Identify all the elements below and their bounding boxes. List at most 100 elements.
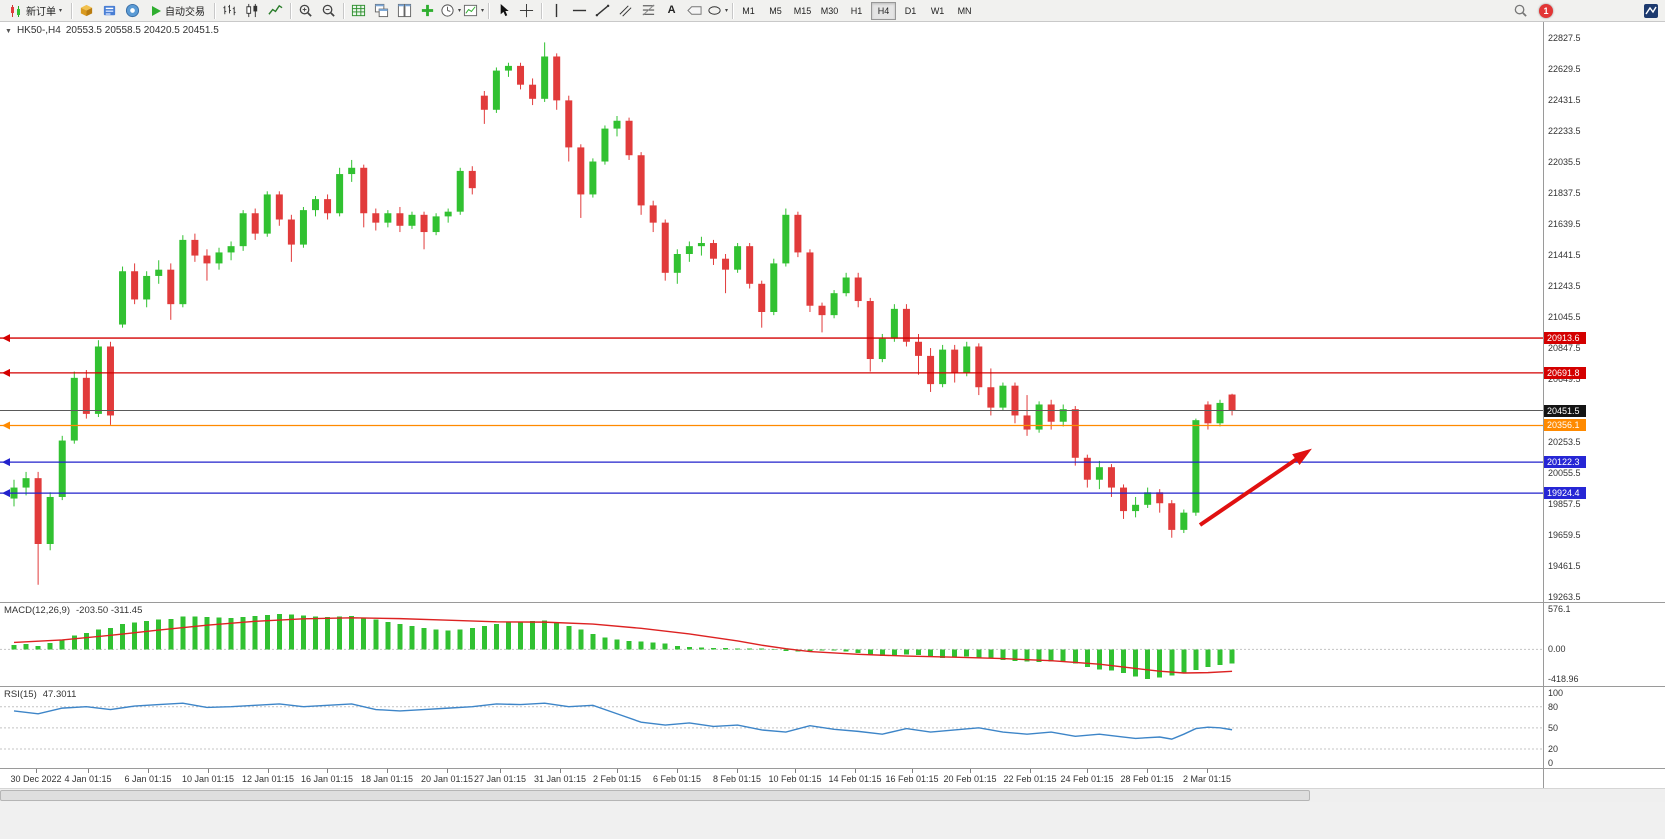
add-indicator-button[interactable] <box>416 1 439 21</box>
price-axis[interactable]: 22827.5 22629.5 22431.5 22233.5 22035.5 21837… <box>1543 22 1665 602</box>
timeframe-m15[interactable]: M15 <box>790 2 815 20</box>
ohlc-values: 20553.5 20558.5 20420.5 20451.5 <box>65 25 219 36</box>
vertical-line-button[interactable] <box>545 1 568 21</box>
price-axis-label: 19857.5 <box>1548 498 1581 509</box>
price-line-badge: 20913.6 <box>1544 332 1586 345</box>
time-axis-tick <box>36 769 37 773</box>
notification-badge[interactable]: 1 <box>1539 3 1553 18</box>
vertical-line-icon <box>555 3 558 18</box>
rsi-axis[interactable]: 100 80 50 20 0 <box>1543 686 1665 768</box>
template-icon <box>463 4 478 17</box>
line-chart-icon <box>268 4 283 15</box>
time-axis-label: 28 Feb 01:15 <box>1120 774 1174 784</box>
timeframe-w1[interactable]: W1 <box>925 2 950 20</box>
macd-plot <box>0 614 1543 679</box>
macd-canvas[interactable]: MACD(12,26,9) -203.50 -311.45 <box>0 602 1543 686</box>
channel-icon <box>619 5 632 17</box>
time-axis-label: 6 Feb 01:15 <box>652 774 702 784</box>
trendline-button[interactable] <box>591 1 614 21</box>
toolbar-separator <box>541 2 543 19</box>
channel-button[interactable] <box>614 1 637 21</box>
time-axis-tick <box>1207 769 1208 773</box>
bar-chart-button[interactable] <box>218 1 241 21</box>
template-button[interactable]: ▾ <box>462 1 485 21</box>
price-axis-label: 21243.5 <box>1548 281 1581 292</box>
search-button[interactable] <box>1509 1 1532 21</box>
fibonacci-button[interactable] <box>637 1 660 21</box>
time-axis-tick <box>855 769 856 773</box>
auto-trading-button[interactable]: 自动交易 <box>144 1 211 21</box>
rsi-name: RSI(15) <box>4 689 37 700</box>
new-order-icon <box>11 4 20 17</box>
cascade-windows-icon <box>374 3 389 18</box>
time-axis-tick <box>88 769 89 773</box>
cursor-button[interactable] <box>492 1 515 21</box>
new-order-label: 新订单 <box>26 7 56 18</box>
time-axis-label: 2 Mar 01:15 <box>1182 774 1232 784</box>
scrollbar-thumb[interactable] <box>0 790 1310 801</box>
time-axis-tick <box>677 769 678 773</box>
time-axis-label: 4 Jan 01:15 <box>64 774 112 784</box>
bar-chart-icon <box>223 4 236 16</box>
timeframe-d1[interactable]: D1 <box>898 2 923 20</box>
time-axis-label: 20 Feb 01:15 <box>943 774 997 784</box>
time-axis-label: 20 Jan 01:15 <box>420 774 474 784</box>
horizontal-line-button[interactable] <box>568 1 591 21</box>
community-icon <box>125 3 140 18</box>
macd-axis[interactable]: 576.1 0.00 -418.96 <box>1543 602 1665 686</box>
tile-grid-button[interactable] <box>347 1 370 21</box>
rsi-value: 47.3011 <box>42 689 77 700</box>
app-window-icon <box>1643 3 1658 18</box>
time-axis-label: 2 Feb 01:15 <box>592 774 642 784</box>
zoom-out-button[interactable] <box>317 1 340 21</box>
macd-name: MACD(12,26,9) <box>4 605 70 616</box>
time-axis-tick <box>737 769 738 773</box>
zoom-out-icon <box>322 4 335 17</box>
time-axis-label: 31 Jan 01:15 <box>533 774 587 784</box>
rsi-axis-label: 80 <box>1548 701 1559 712</box>
shapes-button[interactable]: ▾ <box>706 1 729 21</box>
timeframe-m1[interactable]: M1 <box>736 2 761 20</box>
cascade-windows-button[interactable] <box>370 1 393 21</box>
trendline-icon <box>595 4 610 17</box>
toolbar-separator <box>71 2 73 19</box>
horizontal-line-icon <box>572 9 587 12</box>
plus-icon <box>421 4 434 17</box>
timeframe-mn[interactable]: MN <box>952 2 977 20</box>
ellipse-icon <box>708 6 721 15</box>
candlestick-chart-button[interactable] <box>241 1 264 21</box>
rsi-canvas[interactable]: RSI(15) 47.3011 <box>0 686 1543 768</box>
text-tool-icon: A <box>667 4 676 16</box>
axis-corner <box>1543 768 1665 788</box>
main-toolbar: 新订单 ▾ 自动交易 ▾ <box>0 0 1665 22</box>
price-axis-label: 20847.5 <box>1548 343 1581 354</box>
time-axis[interactable]: 30 Dec 2022 4 Jan 01:15 6 Jan 01:15 10 Jan … <box>0 768 1543 788</box>
timeframe-m5[interactable]: M5 <box>763 2 788 20</box>
zoom-in-button[interactable] <box>294 1 317 21</box>
tile-windows-button[interactable] <box>393 1 416 21</box>
timeframe-m30[interactable]: M30 <box>817 2 842 20</box>
time-axis-tick <box>148 769 149 773</box>
depth-of-market-button[interactable] <box>98 1 121 21</box>
candlestick-chart-icon <box>246 3 258 18</box>
community-button[interactable] <box>121 1 144 21</box>
main-chart-canvas[interactable]: ▼ HK50-,H4 20553.5 20558.5 20420.5 20451… <box>0 22 1543 602</box>
line-chart-button[interactable] <box>264 1 287 21</box>
timeframe-h1[interactable]: H1 <box>844 2 869 20</box>
crosshair-button[interactable] <box>515 1 538 21</box>
status-strip <box>0 802 1665 839</box>
horizontal-scrollbar <box>0 788 1665 802</box>
macd-axis-label: 576.1 <box>1548 603 1571 614</box>
label-tool-button[interactable] <box>683 1 706 21</box>
text-tool-button[interactable]: A <box>660 1 683 21</box>
gold-box-button[interactable] <box>75 1 98 21</box>
caret-down-icon: ▾ <box>725 7 729 14</box>
timeframe-h4[interactable]: H4 <box>871 1 897 20</box>
app-window-button[interactable] <box>1639 1 1662 21</box>
collapse-triangle-icon: ▼ <box>5 28 12 35</box>
price-axis-label: 22827.5 <box>1548 33 1581 44</box>
new-order-button[interactable]: 新订单 ▾ <box>3 1 68 21</box>
fibonacci-icon <box>642 4 655 16</box>
period-button[interactable]: ▾ <box>439 1 462 21</box>
cursor-icon <box>500 3 509 17</box>
